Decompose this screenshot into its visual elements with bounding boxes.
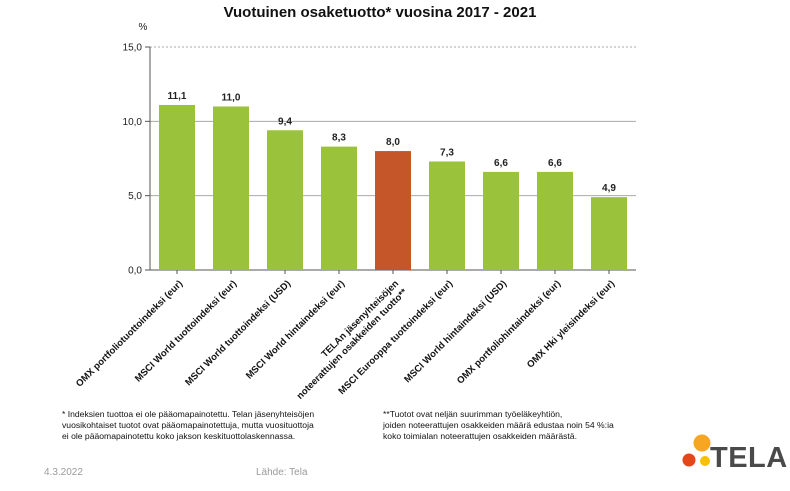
data-label: 11,1 <box>168 91 187 102</box>
bar <box>429 161 465 270</box>
data-label: 6,6 <box>548 158 562 169</box>
bar <box>375 151 411 270</box>
y-tick-label: 0,0 <box>128 266 142 277</box>
tela-logo-text: TELA <box>710 442 788 474</box>
bar <box>213 106 249 270</box>
bar <box>321 146 357 270</box>
bar <box>483 171 519 270</box>
chart-title: Vuotuinen osaketuotto* vuosina 2017 - 20… <box>223 4 537 21</box>
bar <box>159 104 195 270</box>
bar-chart: % 0,0 5,0 10,0 15,0 11,1 OMX portfoliotuottoin… <box>74 22 636 402</box>
bar <box>267 130 303 270</box>
data-label: 8,0 <box>386 137 400 148</box>
footnote-indices: * Indeksien tuottoa ei ole pääomapainote… <box>62 409 315 441</box>
footer-source: Lähde: Tela <box>256 467 308 478</box>
tela-logo: TELA <box>676 432 788 482</box>
data-label: 11,0 <box>222 92 241 103</box>
bar <box>537 171 573 270</box>
bar <box>591 197 627 270</box>
footnote-tela-returns: **Tuotot ovat neljän suurimman työeläkey… <box>383 409 614 441</box>
tela-logo-mark-icon <box>682 434 711 467</box>
x-category-label: OMX portfoliotuottoindeksi (eur) <box>74 278 185 389</box>
x-category-label: MSCI World hintaindeksi (USD) <box>402 278 509 385</box>
y-tick-label: 15,0 <box>123 43 143 54</box>
x-category-label: OMX portfoliohintaindeksi (eur) <box>455 278 563 386</box>
x-category-label: MSCI World tuottoindeksi (USD) <box>183 278 293 388</box>
y-axis-unit-label: % <box>139 22 148 33</box>
y-tick-label: 5,0 <box>128 191 142 202</box>
footer-date: 4.3.2022 <box>44 467 83 478</box>
data-label: 9,4 <box>278 116 292 127</box>
data-label: 6,6 <box>494 158 508 169</box>
data-label: 4,9 <box>602 183 616 194</box>
x-category-label: OMX Hki yleisindeksi (eur) <box>525 278 617 370</box>
y-tick-label: 10,0 <box>123 117 143 128</box>
x-category-label: MSCI World tuottoindeksi (eur) <box>133 278 239 384</box>
data-label: 7,3 <box>440 147 454 158</box>
data-label: 8,3 <box>332 133 346 144</box>
